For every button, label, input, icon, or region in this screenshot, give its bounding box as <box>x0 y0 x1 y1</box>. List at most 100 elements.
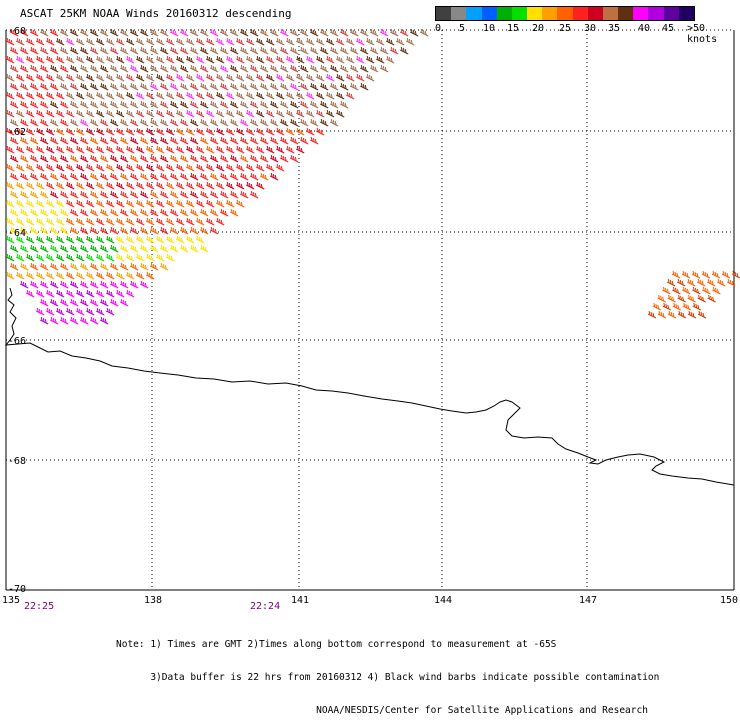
wind-barb <box>339 46 349 55</box>
wind-barb <box>209 118 219 127</box>
wind-barb <box>39 226 49 235</box>
wind-barb <box>129 244 139 253</box>
wind-barb <box>185 145 195 154</box>
wind-barb <box>165 253 175 262</box>
legend-tick: 20 <box>532 23 545 34</box>
wind-barb <box>95 307 105 316</box>
wind-barb <box>105 181 115 190</box>
wind-barb <box>39 46 49 55</box>
wind-barb <box>249 46 259 55</box>
wind-barb <box>25 37 35 46</box>
wind-barb <box>115 145 125 154</box>
wind-barb <box>25 289 35 298</box>
wind-barb <box>189 244 199 253</box>
wind-barb <box>169 136 179 145</box>
wind-barb <box>269 64 279 73</box>
wind-barb <box>45 235 55 244</box>
wind-barb <box>85 127 95 136</box>
wind-barb <box>85 199 95 208</box>
wind-barb <box>19 226 29 235</box>
legend-tick: 10 <box>483 23 496 34</box>
wind-barb <box>89 244 99 253</box>
wind-barb <box>215 73 225 82</box>
wind-barb <box>209 82 219 91</box>
wind-barb <box>9 28 19 37</box>
wind-barb <box>35 181 45 190</box>
wind-barb <box>119 172 129 181</box>
wind-barb <box>295 55 305 64</box>
wind-barb <box>697 294 706 303</box>
wind-barb <box>55 163 65 172</box>
wind-barb <box>259 46 269 55</box>
wind-barb <box>165 181 175 190</box>
wind-barb <box>159 226 169 235</box>
wind-barb <box>89 100 99 109</box>
wind-barb <box>19 64 29 73</box>
wind-barb <box>125 73 135 82</box>
wind-barb <box>49 100 59 109</box>
wind-barb <box>265 163 275 172</box>
wind-barb <box>145 163 155 172</box>
wind-barb <box>319 64 329 73</box>
wind-barb <box>279 118 289 127</box>
wind-barb <box>245 127 255 136</box>
wind-barb <box>205 181 215 190</box>
wind-barb <box>205 145 215 154</box>
lon-label: 135 <box>2 595 20 606</box>
legend-tick: 40 <box>638 23 651 34</box>
wind-barb <box>259 118 269 127</box>
wind-barb <box>45 109 55 118</box>
wind-barb <box>706 278 716 287</box>
wind-barb <box>95 199 105 208</box>
wind-barb <box>159 190 169 199</box>
wind-barb <box>65 181 75 190</box>
wind-barb <box>269 118 279 127</box>
wind-barb <box>687 310 697 319</box>
wind-barb <box>15 91 25 100</box>
wind-barb <box>39 28 49 37</box>
wind-barb <box>692 302 702 311</box>
wind-barb <box>95 163 105 172</box>
wind-barb <box>65 163 75 172</box>
wind-barb <box>379 46 389 55</box>
wind-barb <box>235 37 245 46</box>
wind-barb <box>179 172 189 181</box>
wind-barb <box>69 226 79 235</box>
legend-swatch <box>466 7 482 20</box>
wind-barb <box>95 73 105 82</box>
wind-barb <box>731 270 740 279</box>
wind-barb <box>145 73 155 82</box>
wind-barb <box>5 73 15 82</box>
wind-barb <box>229 82 239 91</box>
wind-barb <box>169 172 179 181</box>
wind-barb <box>275 109 285 118</box>
wind-barb <box>179 154 189 163</box>
wind-barb <box>269 100 279 109</box>
wind-barb <box>29 28 39 37</box>
wind-barb <box>125 217 135 226</box>
wind-barb <box>109 136 119 145</box>
wind-barb <box>219 118 229 127</box>
wind-barb <box>119 136 129 145</box>
wind-barb <box>5 109 15 118</box>
lat-label: -64 <box>8 228 26 239</box>
wind-barb <box>195 235 205 244</box>
wind-barb <box>355 55 365 64</box>
wind-barb <box>155 73 165 82</box>
wind-barb <box>279 154 289 163</box>
wind-barb <box>199 64 209 73</box>
wind-barb <box>29 226 39 235</box>
wind-barb <box>139 262 149 271</box>
wind-barb <box>721 270 731 279</box>
wind-barb <box>159 28 169 37</box>
wind-barb <box>5 163 15 172</box>
wind-barb <box>672 286 681 295</box>
wind-barb <box>667 294 676 303</box>
wind-barb <box>89 226 99 235</box>
wind-barb <box>29 172 39 181</box>
wind-barb <box>199 118 209 127</box>
wind-barb <box>155 235 165 244</box>
wind-barb <box>85 271 95 280</box>
wind-barb <box>145 253 155 262</box>
